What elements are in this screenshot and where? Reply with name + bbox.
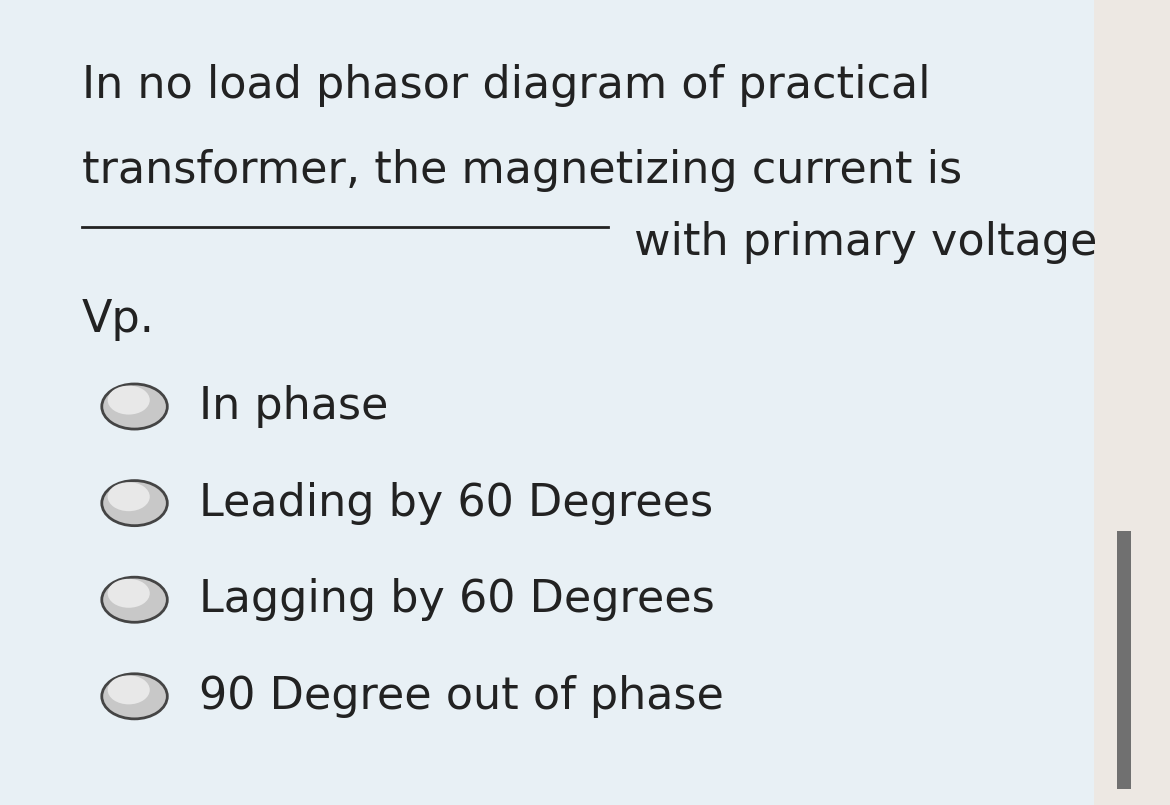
Circle shape — [108, 386, 150, 415]
Text: Lagging by 60 Degrees: Lagging by 60 Degrees — [199, 578, 715, 621]
Circle shape — [102, 577, 167, 622]
Circle shape — [108, 579, 150, 608]
Circle shape — [102, 674, 167, 719]
Circle shape — [102, 384, 167, 429]
Bar — [1117, 531, 1131, 789]
Text: In phase: In phase — [199, 385, 388, 428]
Circle shape — [102, 481, 167, 526]
Text: Leading by 60 Degrees: Leading by 60 Degrees — [199, 481, 713, 525]
Text: Vp.: Vp. — [82, 298, 154, 341]
Circle shape — [108, 482, 150, 511]
Circle shape — [108, 675, 150, 704]
Text: transformer, the magnetizing current is: transformer, the magnetizing current is — [82, 149, 962, 192]
Bar — [1094, 0, 1170, 805]
Text: In no load phasor diagram of practical: In no load phasor diagram of practical — [82, 64, 930, 107]
Text: 90 Degree out of phase: 90 Degree out of phase — [199, 675, 724, 718]
Text: with primary voltage: with primary voltage — [620, 221, 1097, 264]
